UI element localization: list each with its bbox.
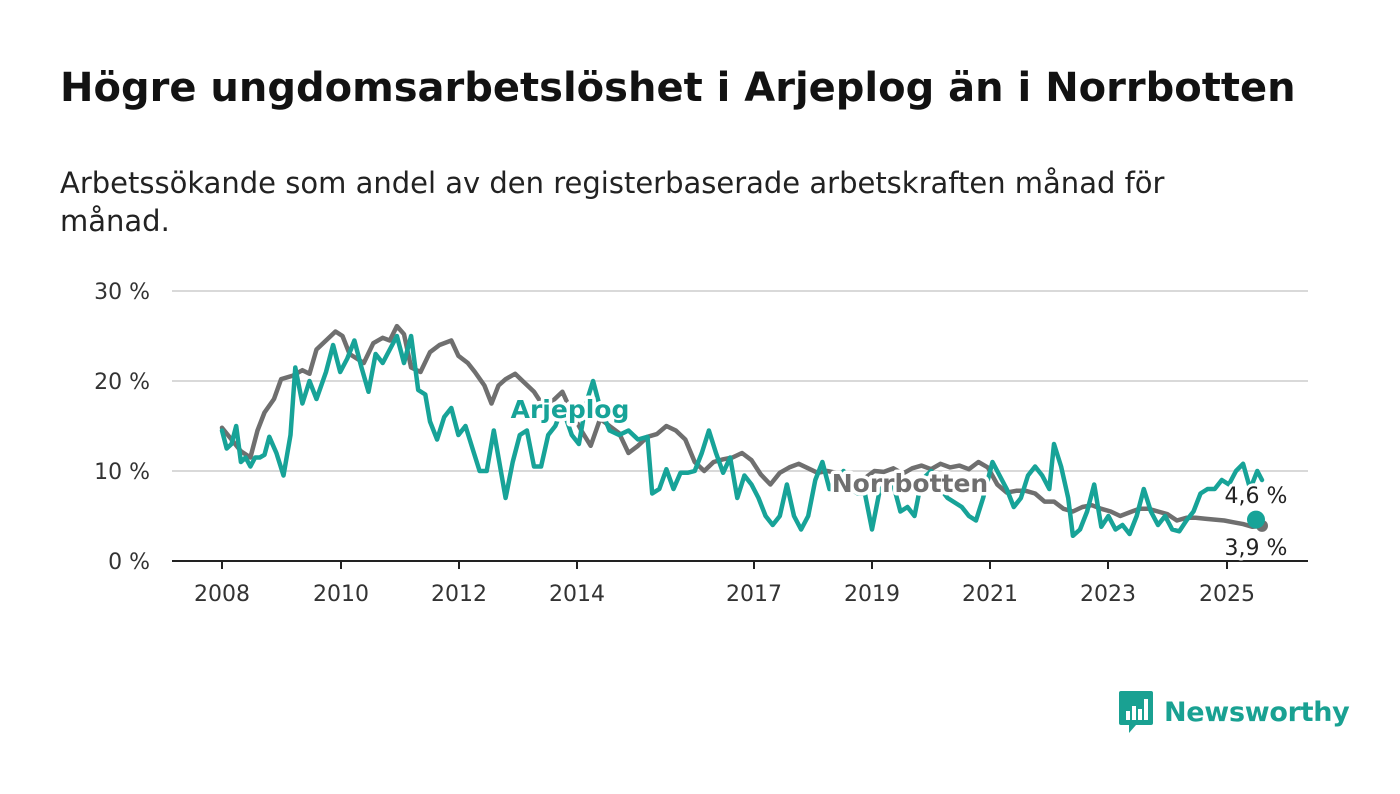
x-tick-label: 2021 — [962, 582, 1018, 607]
x-axis: 2008 2010 2012 2014 2017 2019 2021 2023 2025 — [172, 560, 1308, 607]
y-tick-label: 20 % — [94, 370, 150, 395]
chart-title: Högre ungdomsarbetslöshet i Arjeplog än … — [60, 65, 1296, 111]
end-value-label-arjeplog: 4,6 % — [1225, 484, 1288, 509]
series-label-arjeplog: Arjeplog — [511, 395, 630, 424]
x-tick-label: 2025 — [1199, 582, 1255, 607]
series-label-norrbotten: Norrbotten — [832, 469, 988, 498]
end-value-label-norrbotten: 3,9 % — [1225, 536, 1288, 561]
x-tick-label: 2012 — [431, 582, 487, 607]
series-line-arjeplog — [219, 333, 1265, 539]
gridlines — [172, 290, 1308, 472]
brand-logo[interactable]: Newsworthy — [1118, 689, 1350, 735]
series-endpoint-arjeplog — [1247, 510, 1265, 529]
chart-subtitle: Arbetssökande som andel av den registerb… — [60, 166, 1165, 238]
x-tick-label: 2014 — [549, 582, 605, 607]
x-tick-label: 2019 — [844, 582, 900, 607]
series-labels: Norrbotten 3,9 % Arjeplog 4,6 % — [507, 392, 1290, 565]
x-tick-label: 2010 — [313, 582, 369, 607]
y-axis: 0 % 10 % 20 % 30 % — [94, 280, 150, 575]
newsworthy-logo-icon — [1119, 691, 1153, 733]
x-tick-label: 2008 — [194, 582, 250, 607]
brand-name: Newsworthy — [1164, 696, 1350, 728]
x-tick-label: 2017 — [726, 582, 782, 607]
y-tick-label: 0 % — [108, 550, 150, 575]
x-tick-label: 2023 — [1080, 582, 1136, 607]
series-line-norrbotten — [219, 323, 1265, 530]
series-lines — [219, 323, 1268, 539]
y-tick-label: 10 % — [94, 460, 150, 485]
y-tick-label: 30 % — [94, 280, 150, 305]
